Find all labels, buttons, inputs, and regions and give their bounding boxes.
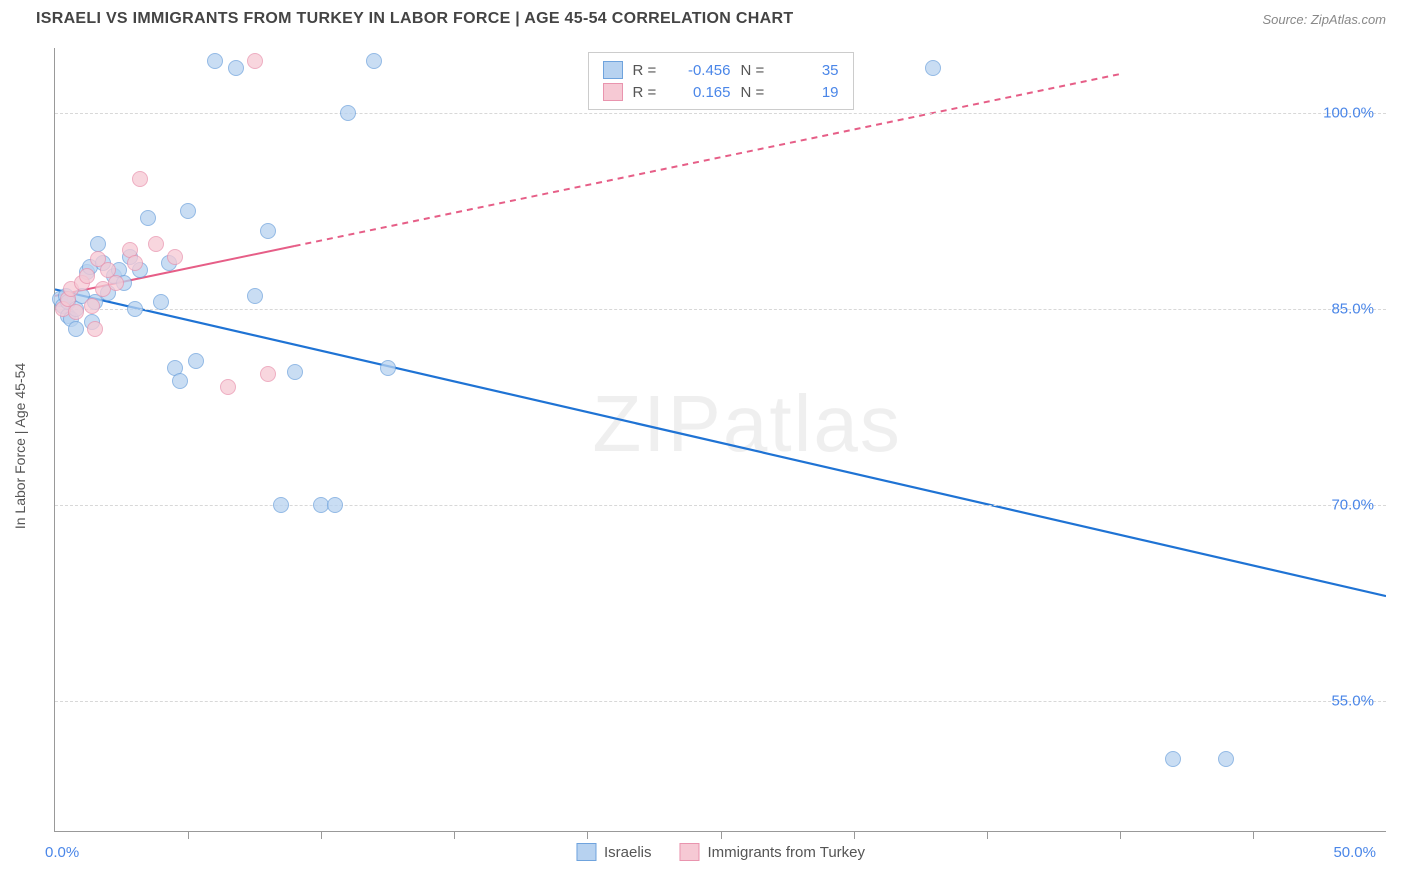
- trend-lines: [55, 48, 1386, 831]
- x-tick: [188, 831, 189, 839]
- data-point: [207, 53, 223, 69]
- x-tick: [454, 831, 455, 839]
- n-value-israelis: 35: [781, 62, 839, 79]
- data-point: [87, 321, 103, 337]
- data-point: [220, 379, 236, 395]
- y-tick-label: 85.0%: [1331, 301, 1374, 318]
- data-point: [380, 360, 396, 376]
- data-point: [140, 210, 156, 226]
- data-point: [84, 298, 100, 314]
- data-point: [228, 60, 244, 76]
- data-point: [108, 275, 124, 291]
- x-tick: [587, 831, 588, 839]
- gridline: [55, 309, 1386, 310]
- data-point: [132, 171, 148, 187]
- x-tick: [321, 831, 322, 839]
- r-value-israelis: -0.456: [673, 62, 731, 79]
- legend-row-israelis: R = -0.456 N = 35: [603, 59, 839, 81]
- data-point: [68, 321, 84, 337]
- header: ISRAELI VS IMMIGRANTS FROM TURKEY IN LAB…: [0, 0, 1406, 36]
- data-point: [188, 353, 204, 369]
- x-tick: [987, 831, 988, 839]
- x-tick: [1253, 831, 1254, 839]
- r-label: R =: [633, 84, 663, 101]
- legend-item-israelis: Israelis: [576, 843, 652, 861]
- data-point: [79, 268, 95, 284]
- legend-item-turkey: Immigrants from Turkey: [679, 843, 865, 861]
- data-point: [167, 249, 183, 265]
- series-legend: Israelis Immigrants from Turkey: [576, 843, 865, 861]
- swatch-israelis: [576, 843, 596, 861]
- x-tick: [854, 831, 855, 839]
- x-tick: [721, 831, 722, 839]
- data-point: [180, 203, 196, 219]
- r-value-turkey: 0.165: [673, 84, 731, 101]
- source-label: Source: ZipAtlas.com: [1262, 12, 1386, 27]
- data-point: [1218, 751, 1234, 767]
- data-point: [90, 236, 106, 252]
- watermark: ZIPatlas: [592, 378, 901, 470]
- x-axis-min-label: 0.0%: [45, 844, 79, 861]
- legend-label: Israelis: [604, 844, 652, 861]
- data-point: [925, 60, 941, 76]
- correlation-legend: R = -0.456 N = 35 R = 0.165 N = 19: [588, 52, 854, 110]
- data-point: [340, 105, 356, 121]
- data-point: [127, 301, 143, 317]
- gridline: [55, 701, 1386, 702]
- gridline: [55, 505, 1386, 506]
- data-point: [148, 236, 164, 252]
- legend-row-turkey: R = 0.165 N = 19: [603, 81, 839, 103]
- r-label: R =: [633, 62, 663, 79]
- swatch-turkey: [603, 83, 623, 101]
- chart-title: ISRAELI VS IMMIGRANTS FROM TURKEY IN LAB…: [36, 10, 793, 28]
- x-axis-max-label: 50.0%: [1333, 844, 1376, 861]
- data-point: [247, 53, 263, 69]
- data-point: [260, 366, 276, 382]
- x-tick: [1120, 831, 1121, 839]
- data-point: [327, 497, 343, 513]
- data-point: [153, 294, 169, 310]
- chart-plot-area: ZIPatlas R = -0.456 N = 35 R = 0.165 N =…: [54, 48, 1386, 832]
- data-point: [366, 53, 382, 69]
- data-point: [68, 304, 84, 320]
- data-point: [287, 364, 303, 380]
- swatch-israelis: [603, 61, 623, 79]
- data-point: [1165, 751, 1181, 767]
- y-tick-label: 70.0%: [1331, 496, 1374, 513]
- y-tick-label: 55.0%: [1331, 692, 1374, 709]
- legend-label: Immigrants from Turkey: [707, 844, 865, 861]
- data-point: [127, 255, 143, 271]
- n-value-turkey: 19: [781, 84, 839, 101]
- data-point: [172, 373, 188, 389]
- n-label: N =: [741, 62, 771, 79]
- y-axis-title: In Labor Force | Age 45-54: [12, 363, 28, 529]
- gridline: [55, 113, 1386, 114]
- data-point: [247, 288, 263, 304]
- n-label: N =: [741, 84, 771, 101]
- data-point: [260, 223, 276, 239]
- data-point: [273, 497, 289, 513]
- swatch-turkey: [679, 843, 699, 861]
- y-tick-label: 100.0%: [1323, 105, 1374, 122]
